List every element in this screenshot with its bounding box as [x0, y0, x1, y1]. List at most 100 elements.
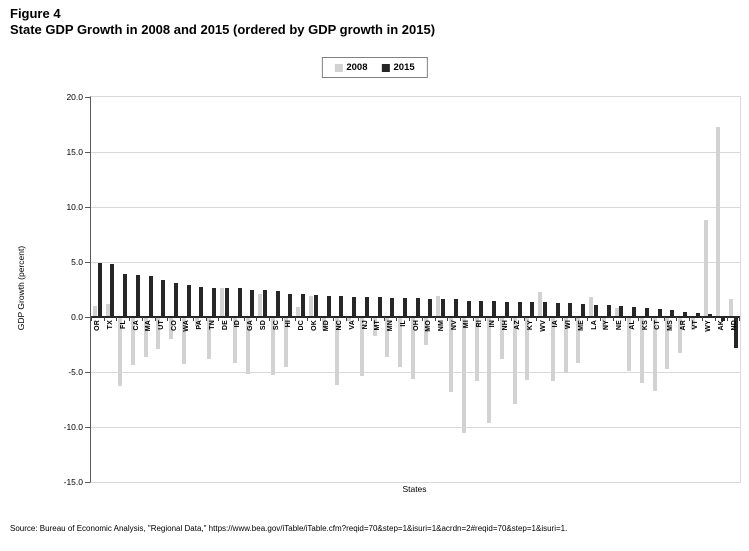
y-tick-label: -15.0 [63, 477, 83, 487]
bar-2015-DE [224, 288, 229, 317]
x-tick-label: MT [374, 320, 382, 331]
legend-swatch-2015 [381, 63, 390, 72]
bar-2008-KY [525, 317, 530, 380]
category-tick [498, 317, 500, 321]
y-axis-tick [85, 96, 90, 98]
category-tick [294, 317, 296, 321]
x-tick-label: AK [717, 320, 725, 331]
x-tick-label: VA [348, 320, 356, 330]
y-tick-label: 5.0 [71, 257, 83, 267]
bar-2015-NY [606, 304, 611, 317]
x-tick-label: RI [476, 320, 484, 328]
x-tick-label: AR [679, 320, 687, 331]
bar-2008-KS [640, 317, 644, 383]
bar-2008-IN [487, 317, 492, 423]
bar-2008-MA [143, 317, 148, 357]
bar-2015-OH [415, 298, 420, 317]
category-tick [587, 317, 589, 321]
x-tick-label: CA [132, 320, 140, 331]
x-tick-label: LA [590, 320, 598, 330]
bar-2015-AR [682, 311, 687, 317]
bar-2015-FL [123, 274, 128, 317]
bar-2015-ID [237, 288, 242, 317]
category-tick [523, 317, 525, 321]
bar-2015-VA [352, 297, 357, 317]
x-tick-label: NY [603, 320, 611, 331]
category-tick [307, 317, 309, 321]
bar-2015-WV [542, 301, 547, 317]
bar-2015-TN [212, 288, 217, 317]
bar-2015-MD [326, 296, 331, 317]
figure-label: Figure 4 [10, 6, 61, 21]
y-axis-title: GDP Growth (percent) [16, 245, 26, 331]
bar-2008-MD [321, 317, 326, 331]
bar-2008-NY [601, 317, 606, 330]
category-tick [396, 317, 398, 321]
bar-2015-GA [250, 289, 255, 317]
y-tick-label: 20.0 [66, 92, 83, 102]
y-axis-tick [85, 316, 90, 318]
gridline [91, 426, 740, 428]
category-tick [421, 317, 423, 321]
category-tick [510, 317, 512, 321]
bar-2008-HI [283, 317, 288, 367]
bar-2008-NH [500, 317, 505, 359]
bar-2015-SC [275, 290, 280, 317]
bar-2008-DC [296, 307, 301, 317]
x-tick-label: KS [641, 320, 649, 331]
category-tick [650, 317, 652, 321]
bar-2008-FL [118, 317, 123, 387]
bar-2008-NV [449, 317, 454, 392]
x-tick-label: PA [196, 320, 204, 330]
bar-2015-DC [301, 293, 306, 317]
x-tick-label: WA [183, 320, 191, 332]
category-tick [460, 317, 462, 321]
category-tick [230, 317, 232, 321]
category-tick [472, 317, 474, 321]
x-tick-label: WI [565, 320, 573, 329]
bar-2015-NC [339, 296, 344, 317]
bar-2015-HI [288, 293, 293, 317]
category-tick [689, 317, 691, 321]
bar-2008-AR [678, 317, 683, 354]
category-tick [218, 317, 220, 321]
bar-2008-DE [220, 288, 225, 317]
x-tick-label: TX [107, 320, 115, 330]
bar-2015-MT [377, 297, 382, 317]
bar-2008-RI [474, 317, 479, 381]
category-tick [663, 317, 665, 321]
category-tick [485, 317, 487, 321]
bar-2015-OR [97, 263, 102, 317]
x-tick-label: TN [208, 320, 216, 330]
bar-2015-NM [441, 299, 446, 317]
bar-2008-AZ [512, 317, 517, 404]
category-tick [205, 317, 207, 321]
category-tick [358, 317, 360, 321]
category-tick [154, 317, 156, 321]
x-tick-label: GA [247, 320, 255, 331]
category-tick [281, 317, 283, 321]
category-tick [256, 317, 258, 321]
x-tick-label: AZ [514, 320, 522, 330]
bar-2008-NE [614, 308, 619, 317]
x-axis-title: States [402, 484, 427, 494]
category-tick [739, 317, 740, 321]
bar-2015-KY [530, 301, 535, 317]
x-tick-label: IA [552, 320, 560, 328]
bar-2008-OR [92, 306, 97, 317]
category-tick [612, 317, 614, 321]
x-tick-label: NJ [361, 320, 369, 330]
category-tick [561, 317, 563, 321]
x-tick-label: NE [616, 320, 624, 331]
bar-2015-AK [721, 317, 726, 322]
bar-2008-MS [665, 317, 670, 369]
bar-2008-AL [627, 317, 632, 371]
legend-swatch-2008 [334, 63, 343, 72]
category-tick [345, 317, 347, 321]
bar-2008-CO [169, 317, 174, 339]
x-tick-label: ME [577, 320, 585, 331]
x-tick-label: MN [387, 320, 395, 332]
bar-2008-SD [258, 293, 263, 317]
bar-2008-MT [372, 317, 377, 336]
bar-2015-NH [504, 301, 509, 317]
